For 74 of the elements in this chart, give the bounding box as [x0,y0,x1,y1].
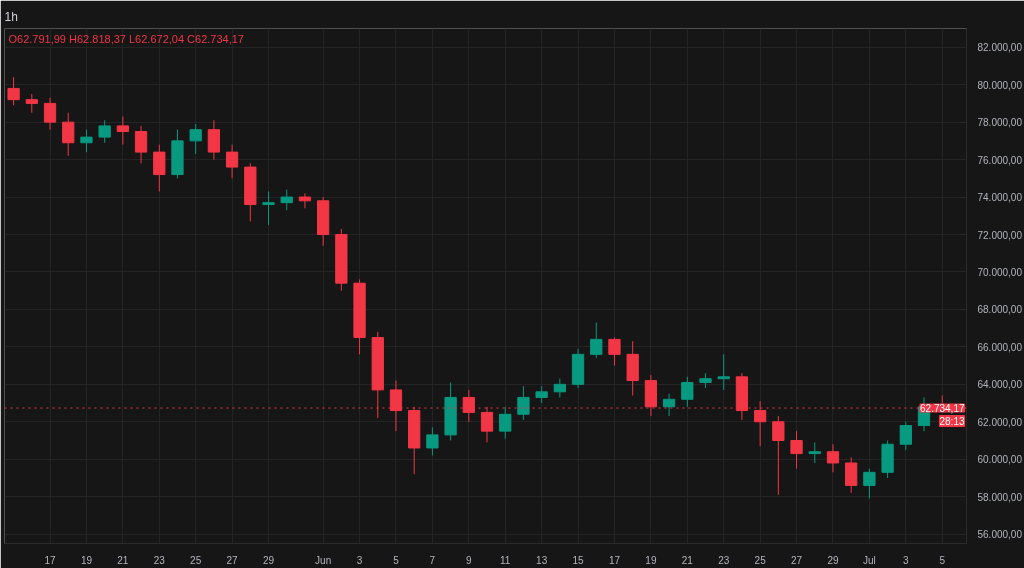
x-tick-label: 15 [572,554,585,566]
y-tick-label: 76.000,00 [977,154,1023,166]
y-tick-label: 62.000,00 [977,416,1023,428]
candlestick [899,421,912,451]
x-tick-label: Jul [863,554,876,566]
x-tick-label: 23 [718,554,730,566]
x-tick-label: 25 [754,554,767,566]
x-tick-label: 21 [117,554,129,566]
candlestick [62,112,75,157]
x-tick-label: 3 [356,554,363,566]
chart-title: 1h [4,9,18,24]
candlestick [134,125,148,164]
candlestick [207,119,221,161]
candlestick [681,376,694,408]
candlestick [116,116,129,146]
candlestick [590,322,603,359]
candlestick [790,430,803,470]
y-tick-label: 78.000,00 [977,117,1023,129]
candlestick [553,378,566,398]
candlestick [499,406,512,440]
candlestick [80,129,93,153]
candlestick [298,192,312,209]
x-tick-label: 9 [466,554,473,566]
x-tick-label: 11 [500,554,511,566]
y-tick-label: 60.000,00 [977,454,1023,466]
x-tick-label: 17 [44,554,57,566]
x-tick-label: 27 [791,554,803,566]
candlestick [98,119,111,144]
y-tick-label: 56.000,00 [977,529,1023,541]
y-tick-label: 74.000,00 [977,192,1023,204]
x-tick-label: 7 [429,554,436,566]
x-tick-label: 3 [903,554,910,566]
ref-line-label: 62.734,17 [920,403,965,415]
candlestick [153,144,166,192]
y-tick-label: 58.000,00 [977,491,1023,503]
y-tick-label: 70.000,00 [977,266,1023,278]
y-tick-label: 68.000,00 [977,304,1023,316]
x-tick-label: 17 [608,554,621,566]
x-tick-label: 25 [190,554,202,566]
candlestick [189,123,202,155]
y-tick-label: 66.000,00 [977,341,1023,353]
x-tick-label: 21 [681,554,694,566]
x-tick-label: 5 [939,554,946,566]
candlestick [426,426,439,456]
candlestick [662,393,676,417]
candlestick [43,97,57,131]
y-tick-label: 82.000,00 [977,42,1023,54]
candlestick [717,353,730,391]
candlestick [517,385,530,421]
candlestick [262,190,275,226]
x-tick-label: 19 [80,554,93,566]
candlestick [863,468,876,500]
x-tick-label: Jun [315,554,332,566]
candlestick [772,415,785,496]
candlestick [608,337,621,367]
x-tick-label: 23 [153,554,166,566]
x-tick-label: 27 [226,554,239,566]
x-tick-label: 29 [262,554,275,566]
candlestick [25,93,38,114]
candlestick [280,189,293,211]
x-tick-label: 19 [645,554,657,566]
candlestick [808,441,821,464]
x-tick-label: 13 [536,554,548,566]
y-tick-label: 80.000,00 [977,79,1023,91]
candlestick [7,76,20,106]
y-tick-label: 64.000,00 [977,379,1023,391]
candlestick [225,144,239,179]
x-tick-label: 5 [393,554,400,566]
annotation: 28:13 [939,415,965,427]
x-tick-label: 29 [827,554,839,566]
candlestick [845,456,858,494]
annotation: O62.791,99 H62.818,37 L62.672,04 C62.734,17 [8,32,244,45]
y-tick-label: 72.000,00 [977,229,1023,241]
candlestick [826,443,840,473]
